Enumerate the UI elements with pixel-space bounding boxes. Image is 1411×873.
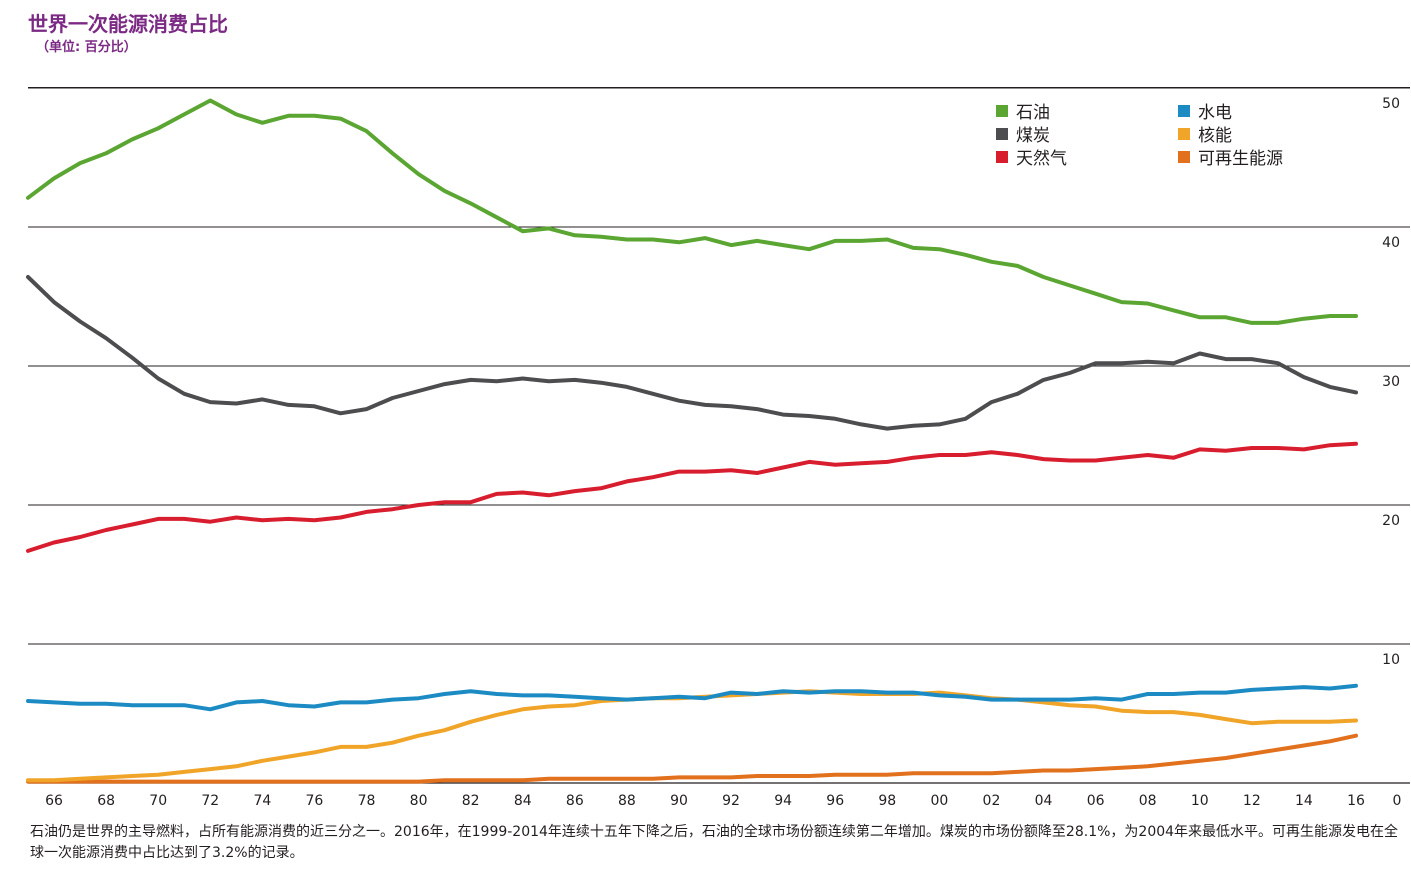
- y-axis-labels: 50 40 30 20 10: [1382, 96, 1400, 668]
- x-tick-label: 94: [774, 793, 792, 809]
- x-tick-label: 02: [983, 793, 1001, 809]
- chart-title: 世界一次能源消费占比: [28, 12, 228, 36]
- legend-swatch: [1178, 150, 1190, 163]
- x-tick-label: 04: [1035, 793, 1053, 809]
- legend-label: 石油: [1016, 103, 1050, 123]
- x-tick-label: 80: [410, 793, 428, 809]
- x-tick-label: 90: [670, 793, 688, 809]
- chart-caption: 石油仍是世界的主导燃料，占所有能源消费的近三分之一。2016年，在1999-20…: [30, 824, 1399, 861]
- series-line-1: [26, 98, 1358, 325]
- x-tick-label: 70: [149, 793, 167, 809]
- x-axis-labels: 66 68 70 72 74 76 78 80 82 84 86 88 90 92 94 96 98 00 02 04…: [45, 793, 1401, 809]
- x-tick-label: 98: [878, 793, 896, 809]
- x-tick-label: 66: [45, 793, 63, 809]
- legend-label: 核能: [1198, 126, 1232, 146]
- series-line-3: [26, 441, 1358, 553]
- y-tick-label: 30: [1382, 374, 1400, 390]
- x-tick-label: 84: [514, 793, 532, 809]
- x-tick-label: 72: [201, 793, 219, 809]
- x-tick-label: 14: [1295, 793, 1313, 809]
- legend-swatch: [1178, 127, 1190, 140]
- legend-label: 水电: [1198, 103, 1232, 123]
- y-tick-label: 50: [1382, 96, 1400, 112]
- x-tick-label: 74: [253, 793, 271, 809]
- x-tick-label: 10: [1191, 793, 1209, 809]
- legend-item: 核能: [1178, 121, 1232, 146]
- x-tick-label: 92: [722, 793, 740, 809]
- x-tick-label: 78: [358, 793, 376, 809]
- gridlines: [28, 87, 1410, 784]
- legend-label: 可再生能源: [1198, 149, 1283, 169]
- x-tick-label: 96: [826, 793, 844, 809]
- x-tick-label: 12: [1243, 793, 1261, 809]
- series-line-4: [26, 683, 1358, 712]
- x-tick-label: 88: [618, 793, 636, 809]
- x-tick-label: 06: [1087, 793, 1105, 809]
- legend-swatch: [1178, 104, 1190, 117]
- series-line-6: [26, 733, 1358, 784]
- legend-swatch: [996, 127, 1008, 140]
- x-tick-label: 16: [1347, 793, 1365, 809]
- legend-swatch: [996, 150, 1008, 163]
- legend-label: 煤炭: [1016, 126, 1050, 146]
- chart-subtitle: （单位: 百分比）: [36, 40, 137, 55]
- x-tick-label: 08: [1139, 793, 1157, 809]
- x-tick-label: 76: [306, 793, 324, 809]
- y-tick-label: 10: [1382, 652, 1400, 668]
- x-tick-label: 00: [930, 793, 948, 809]
- x-tick-label: 86: [566, 793, 584, 809]
- legend-item: 水电: [1178, 98, 1232, 123]
- legend-swatch: [996, 104, 1008, 117]
- legend-item: 煤炭: [996, 121, 1050, 146]
- legend-label: 天然气: [1016, 149, 1067, 169]
- legend-item: 可再生能源: [1178, 144, 1283, 169]
- legend-item: 石油: [996, 98, 1050, 123]
- series-lines: [26, 98, 1358, 784]
- x-tick-label: 68: [97, 793, 115, 809]
- y-tick-label: 40: [1382, 235, 1400, 251]
- x-tick-label: 0: [1393, 793, 1402, 809]
- y-tick-label: 20: [1382, 513, 1400, 529]
- x-tick-label: 82: [462, 793, 480, 809]
- legend-item: 天然气: [996, 144, 1067, 169]
- series-line-2: [26, 275, 1358, 431]
